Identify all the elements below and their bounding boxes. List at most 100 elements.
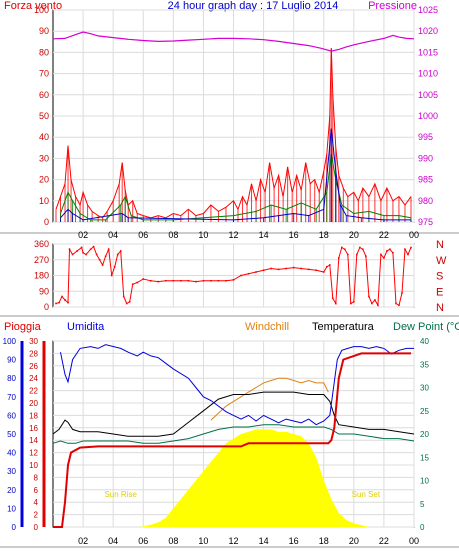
rain-tick-label: 26: [29, 362, 38, 371]
rain-tick-label: 22: [29, 387, 38, 396]
direction-point: [165, 279, 167, 282]
pressure-tick-label: 1020: [418, 26, 438, 36]
humidity-tick-label: 100: [3, 337, 17, 346]
time-tick-label: 22: [379, 536, 389, 546]
direction-point: [386, 250, 388, 252]
time-tick-label: 04: [108, 230, 118, 240]
direction-point: [187, 279, 190, 282]
time-tick-label: 08: [168, 536, 178, 546]
direction-point: [356, 253, 358, 256]
direction-point: [240, 274, 242, 277]
direction-point: [55, 302, 57, 305]
wind-speed-tick-label: 60: [39, 90, 49, 100]
time-tick-label: 18: [319, 230, 329, 240]
time-tick-label: 22: [379, 230, 389, 240]
direction-point: [368, 295, 370, 298]
direction-point: [116, 253, 119, 256]
direction-point: [119, 250, 122, 252]
direction-point: [113, 265, 116, 268]
direction-point: [101, 264, 104, 266]
direction-tick-label: 180: [34, 271, 49, 281]
direction-point: [85, 253, 87, 256]
humidity-tick-label: 40: [7, 449, 16, 458]
direction-compass-label: N: [436, 239, 444, 251]
rain-tick-label: 6: [34, 486, 39, 495]
wind-speed-tick-label: 80: [39, 47, 49, 57]
rain-tick-label: 30: [29, 337, 38, 346]
time-tick-label: 12: [228, 230, 238, 240]
direction-point: [270, 267, 272, 270]
direction-point: [262, 269, 265, 272]
direction-compass-label: W: [436, 255, 447, 267]
time-tick-label: 16: [289, 536, 299, 546]
direction-point: [350, 302, 352, 305]
rain-tick-label: 2: [34, 511, 39, 520]
direction-point: [142, 278, 145, 280]
direction-point: [217, 279, 220, 282]
direction-point: [61, 295, 63, 298]
time-tick-label: 10: [198, 536, 208, 546]
direction-point: [247, 272, 250, 275]
direction-point: [157, 280, 160, 283]
chart-title: 24 hour graph day : 17 Luglio 2014: [168, 0, 339, 12]
wind-speed-tick-label: 100: [34, 5, 49, 15]
direction-point: [307, 268, 310, 271]
wind-speed-tick-label: 20: [39, 175, 49, 185]
direction-point: [395, 302, 397, 305]
dewpoint-series-line: [52, 424, 415, 444]
temperature-tick-label: 40: [420, 337, 429, 346]
rain-tick-label: 18: [29, 411, 38, 420]
time-tick-label: 10: [198, 230, 208, 240]
sunset-annotation: Sun Set: [352, 490, 381, 499]
direction-point: [331, 297, 334, 300]
rain-series-line: [53, 352, 411, 528]
time-tick-label: 14: [259, 536, 269, 546]
rain-tick-label: 28: [29, 349, 38, 358]
direction-point: [202, 279, 205, 282]
wind-speed-tick-label: 0: [44, 217, 49, 227]
rain-tick-label: 4: [34, 498, 39, 507]
humidity-tick-label: 90: [7, 356, 16, 365]
direction-point: [292, 266, 295, 269]
temperature-series-line: [52, 391, 415, 437]
pressure-tick-label: 1010: [418, 69, 438, 79]
direction-point: [325, 265, 328, 268]
time-tick-label: 02: [78, 230, 88, 240]
direction-point: [404, 248, 406, 251]
rain-tick-label: 14: [29, 436, 38, 445]
time-tick-label: 18: [319, 536, 329, 546]
pressure-tick-label: 995: [418, 132, 433, 142]
wind-speed-tick-label: 30: [39, 153, 49, 163]
direction-point: [371, 302, 373, 305]
direction-point: [353, 300, 355, 303]
rain-tick-label: 24: [29, 374, 38, 383]
direction-point: [277, 268, 280, 271]
rain-tick-label: 20: [29, 399, 38, 408]
pressure-tick-label: 1025: [418, 5, 438, 15]
dewpoint-label: Dew Point (°C: [393, 321, 459, 333]
direction-point: [92, 245, 95, 248]
temperature-tick-label: 10: [420, 477, 429, 486]
direction-point: [365, 255, 367, 258]
direction-tick-label: 90: [39, 286, 49, 296]
temperature-tick-label: 25: [420, 407, 429, 416]
temperature-tick-label: 30: [420, 384, 429, 393]
direction-point: [125, 302, 128, 305]
pressure-tick-label: 980: [418, 196, 433, 206]
temperature-tick-label: 0: [420, 523, 425, 532]
direction-point: [300, 267, 302, 270]
direction-point: [315, 269, 318, 272]
direction-point: [341, 246, 343, 249]
time-tick-label: 14: [259, 230, 269, 240]
direction-tick-label: 270: [34, 255, 49, 265]
pressure-tick-label: 1015: [418, 47, 438, 57]
direction-point: [347, 253, 349, 256]
temperature-tick-label: 20: [420, 430, 429, 439]
direction-point: [322, 271, 325, 273]
sunrise-annotation: Sun Rise: [104, 490, 137, 499]
rain-label: Pioggia: [4, 321, 42, 333]
direction-point: [58, 301, 60, 304]
time-tick-label: 06: [138, 230, 148, 240]
